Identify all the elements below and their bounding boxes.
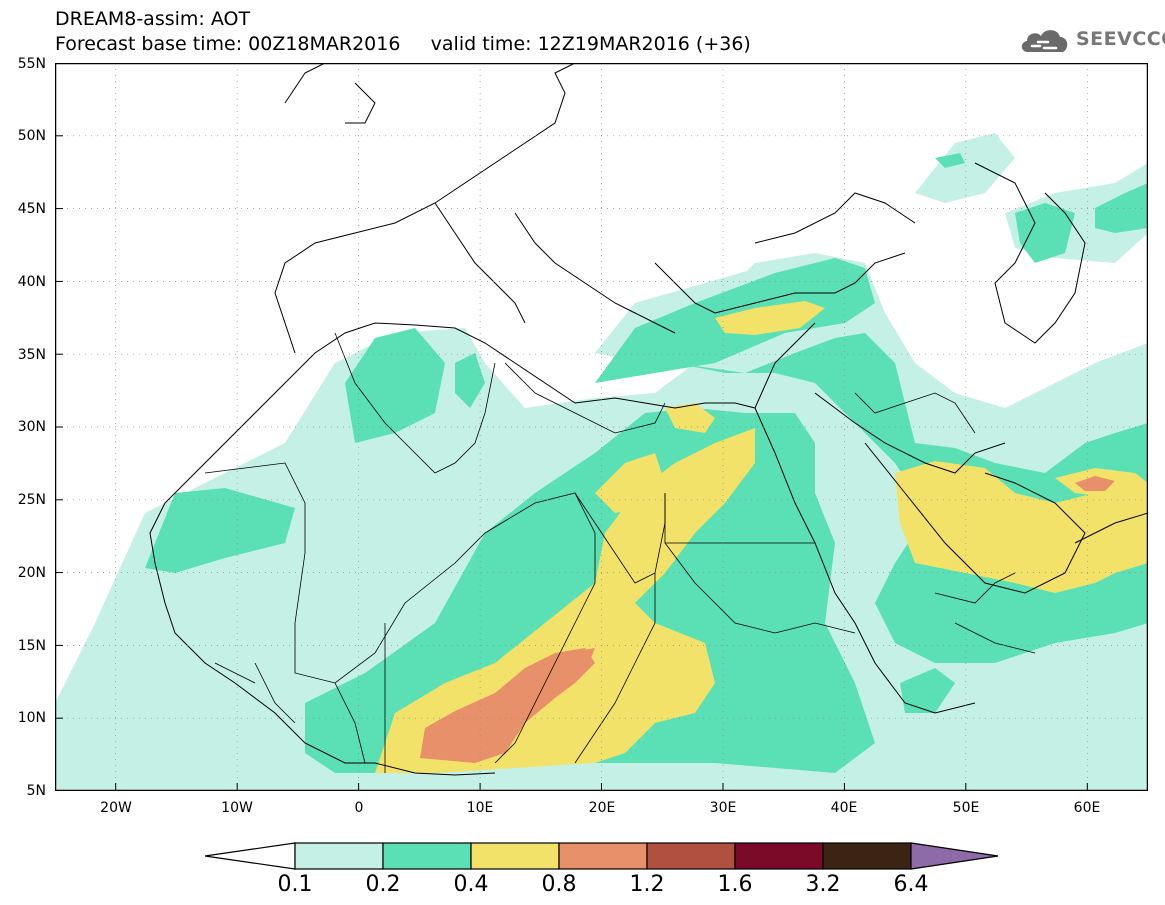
lat-label: 20N (17, 565, 46, 581)
axis-ticks (55, 63, 1088, 791)
lat-label: 25N (17, 492, 46, 508)
lat-label: 50N (17, 128, 46, 144)
colorbar-segment (382, 842, 472, 870)
aot-level-0.8 (420, 476, 1115, 763)
aot-level-0.4 (375, 301, 1148, 773)
base-time: Forecast base time: 00Z18MAR2016 (55, 33, 401, 55)
seevccc-logo: SEEVCCC (1018, 22, 1165, 56)
lat-label: 10N (17, 710, 46, 726)
lon-label: 30E (709, 800, 737, 816)
colorbar-segment (294, 842, 384, 870)
forecast-times: Forecast base time: 00Z18MAR2016 valid t… (55, 33, 751, 55)
colorbar-label: 0.1 (277, 872, 313, 897)
lat-label: 30N (17, 419, 46, 435)
lon-label: 20W (100, 800, 132, 816)
colorbar-label: 6.4 (893, 872, 929, 897)
colorbar-label: 1.2 (629, 872, 665, 897)
lon-label: 50E (952, 800, 980, 816)
lat-label: 45N (17, 201, 46, 217)
colorbar-segment (646, 842, 736, 870)
lat-label: 40N (17, 274, 46, 290)
valid-time: valid time: 12Z19MAR2016 (+36) (430, 33, 751, 55)
aot-map (55, 63, 1148, 791)
colorbar-label: 0.2 (365, 872, 401, 897)
lat-label: 35N (17, 347, 46, 363)
colorbar-label: 0.8 (541, 872, 577, 897)
lon-label: 10W (221, 800, 253, 816)
cloud-logo-icon (1021, 30, 1068, 52)
colorbar-label: 0.4 (453, 872, 489, 897)
colorbar (205, 842, 999, 870)
lon-label: 20E (588, 800, 616, 816)
lon-label: 0 (354, 800, 364, 816)
colorbar-label: 1.6 (717, 872, 753, 897)
colorbar-segment (558, 842, 648, 870)
logo-text: SEEVCCC (1076, 28, 1165, 50)
lat-label: 5N (26, 783, 46, 799)
colorbar-over-arrow (910, 842, 999, 870)
colorbar-segment (470, 842, 560, 870)
colorbar-segment (734, 842, 824, 870)
colorbar-under-arrow (205, 842, 296, 870)
lon-label: 40E (830, 800, 858, 816)
lat-label: 55N (17, 56, 46, 72)
colorbar-segment (822, 842, 912, 870)
lon-label: 10E (466, 800, 494, 816)
colorbar-label: 3.2 (805, 872, 841, 897)
lat-label: 15N (17, 638, 46, 654)
graticule (55, 63, 1148, 791)
chart-title: DREAM8-assim: AOT (55, 8, 251, 30)
lon-label: 60E (1073, 800, 1101, 816)
borders (204, 332, 1036, 773)
coastlines (149, 63, 1148, 776)
